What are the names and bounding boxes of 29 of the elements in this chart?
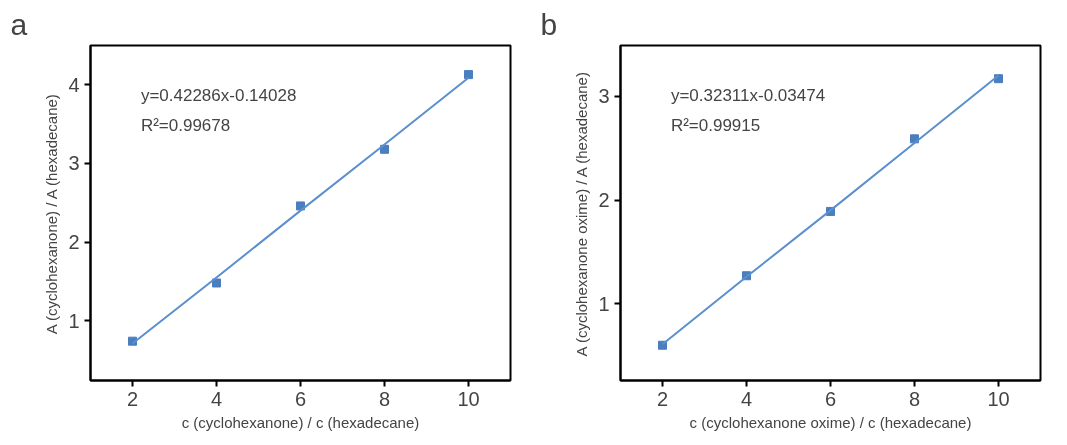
x-tick-label: 10 bbox=[987, 387, 1010, 410]
y-tick-label: 4 bbox=[68, 73, 80, 96]
x-axis-title: c (cyclohexanone oxime) / c (hexadecane) bbox=[689, 413, 972, 431]
x-tick-label: 8 bbox=[378, 387, 391, 410]
x-tick-label: 2 bbox=[126, 387, 139, 410]
y-axis-title: A (cyclohexanone) / A (hexadecane) bbox=[43, 94, 61, 335]
x-tick-label: 8 bbox=[908, 387, 921, 410]
x-tick-label: 4 bbox=[740, 387, 753, 410]
y-tick-label: 2 bbox=[598, 189, 610, 212]
x-tick-label: 6 bbox=[824, 387, 837, 410]
annotation: y=0.42286x-0.14028 bbox=[140, 86, 297, 106]
y-tick-label: 1 bbox=[68, 309, 80, 332]
annotation: y=0.32311x-0.03474 bbox=[670, 86, 826, 106]
y-tick-label: 3 bbox=[68, 152, 80, 175]
x-tick-label: 6 bbox=[294, 387, 307, 410]
x-axis-title: c (cyclohexanone) / c (hexadecane) bbox=[181, 413, 420, 431]
point bbox=[464, 70, 473, 80]
y-tick-label: 2 bbox=[68, 231, 80, 254]
annotation: R²=0.99678 bbox=[140, 116, 231, 136]
x-tick-label: 2 bbox=[656, 387, 669, 410]
annotation: R²=0.99915 bbox=[670, 116, 761, 136]
point bbox=[212, 278, 221, 288]
x-tick-label: 10 bbox=[457, 387, 480, 410]
text: a bbox=[10, 7, 28, 41]
y-tick-label: 1 bbox=[598, 292, 610, 315]
y-tick-label: 3 bbox=[598, 85, 610, 108]
text: b bbox=[540, 7, 558, 41]
y-axis-title: A (cyclohexanone oxime) / A (hexadecane) bbox=[573, 72, 591, 357]
x-tick-label: 4 bbox=[210, 387, 223, 410]
